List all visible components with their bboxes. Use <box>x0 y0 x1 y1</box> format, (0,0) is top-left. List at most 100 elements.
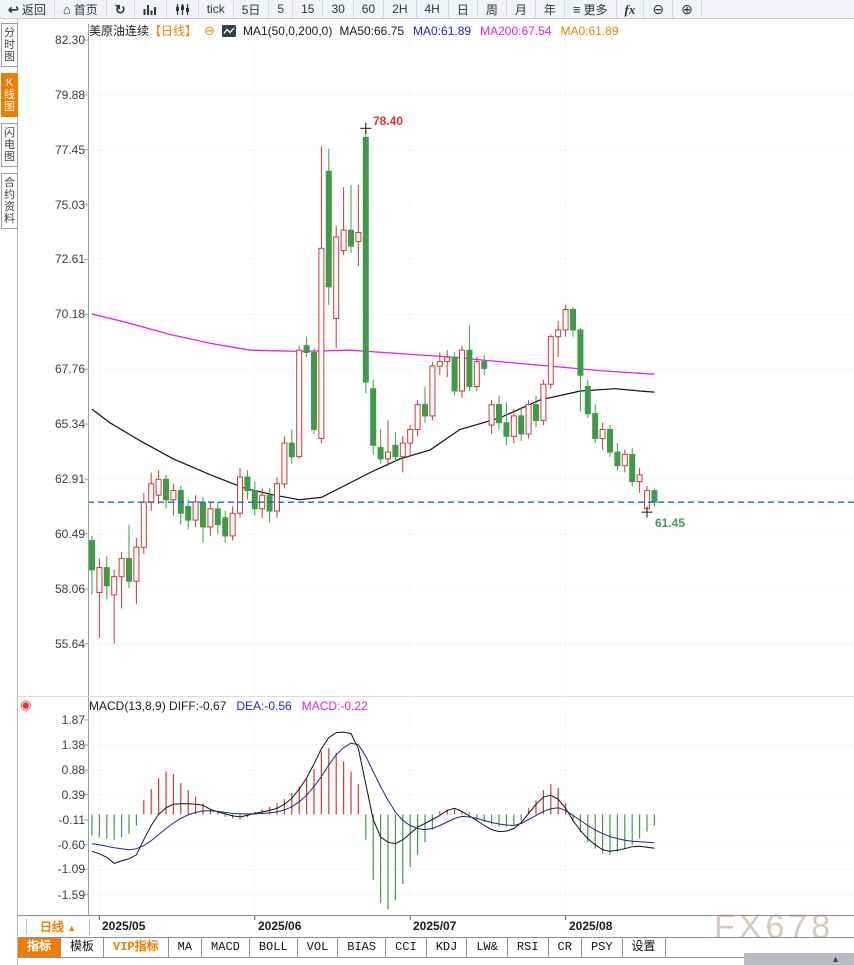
candle-body <box>451 356 458 392</box>
toolbar-interval-15[interactable]: 15 <box>293 0 324 18</box>
toolbar-label: tick <box>206 2 225 16</box>
ma-values: MA50:66.75 MA0:61.89 MA200:67.54 MA0:61.89 <box>339 24 618 38</box>
candle-body <box>148 483 155 503</box>
sidebar-item-0[interactable]: 分时图 <box>1 23 18 67</box>
candle-body <box>200 501 206 528</box>
period-tag: 【日线】 <box>149 24 198 38</box>
toolbar-back[interactable]: ↩ 返回 <box>0 0 55 18</box>
candle-body <box>651 490 658 503</box>
indicator-tab-VOL[interactable]: VOL <box>297 938 339 957</box>
indicator-tab-LW&[interactable]: LW& <box>467 938 508 957</box>
toolbar-label: 5 <box>277 2 285 16</box>
toolbar-interval-week[interactable]: 周 <box>478 0 507 18</box>
collapse-panel-icon[interactable]: ⊖ <box>204 23 215 38</box>
live-indicator-icon[interactable]: ◉ <box>20 697 32 712</box>
sidebar-item-3[interactable]: 合约资料 <box>1 173 18 229</box>
candle-body <box>103 567 110 587</box>
candle-body <box>599 429 606 440</box>
indicator-tab-RSI[interactable]: RSI <box>507 938 549 957</box>
candle-body <box>244 476 251 492</box>
toolbar-label: 更多 <box>583 2 608 17</box>
toolbar-label: 首页 <box>73 2 98 17</box>
toolbar-zoom-in[interactable]: ⊕ <box>673 0 702 18</box>
macd-dea-line <box>91 742 655 851</box>
toolbar-interval-tick[interactable]: tick <box>199 0 234 18</box>
candle-body <box>577 329 584 376</box>
indicator-tab-MA[interactable]: MA <box>168 938 203 957</box>
toolbar-interval-month[interactable]: 月 <box>507 0 536 18</box>
candle-body <box>214 508 221 526</box>
candle-body <box>118 558 125 578</box>
ma-settings-label: MA1(50,0,200,0) <box>242 23 333 38</box>
candle-body <box>429 365 436 417</box>
candle-body <box>288 442 295 458</box>
indicator-tab-模板[interactable]: 模板 <box>61 938 105 957</box>
toolbar-more[interactable]: ≡ 更多 <box>565 0 617 18</box>
candle-body <box>355 232 362 243</box>
macd-header: MACD(13,8,9) DIFF:-0.67 DEA:-0.56 MACD:-0.… <box>89 699 368 713</box>
top-toolbar: ↩ 返回 ⌂ 首页 ↻ tick 5日 5 15 30 60 2H 4H 日周月年 ≡ 更多 fx ⊖ ⊕ <box>0 0 854 19</box>
indicator-tab-CCI[interactable]: CCI <box>386 938 427 957</box>
candle-body <box>555 329 562 338</box>
toolbar-interval-4h[interactable]: 4H <box>417 0 449 18</box>
candle-body <box>296 349 303 458</box>
indicator-tab-指标[interactable]: 指标 <box>18 938 62 957</box>
candle-body <box>281 442 288 485</box>
bottom-scrollbar[interactable]: ▲ <box>744 953 854 965</box>
symbol-and-period: 美原油连续【日线】 <box>89 22 197 39</box>
candle-body <box>377 447 384 460</box>
candle-body <box>607 429 613 453</box>
indicator-tab-VIP指标[interactable]: VIP指标 <box>104 938 169 957</box>
indicator-tab-CR[interactable]: CR <box>548 938 582 957</box>
candle-body <box>340 229 347 252</box>
candle-body <box>510 415 517 437</box>
toolbar-label: 周 <box>485 2 498 17</box>
scroll-up-icon[interactable]: ▲ <box>831 954 840 964</box>
candle-body <box>444 356 451 362</box>
indicator-tab-KDJ[interactable]: KDJ <box>426 938 468 957</box>
toolbar-interval-year[interactable]: 年 <box>536 0 565 18</box>
candle-body <box>614 451 621 467</box>
sidebar-item-2[interactable]: 闪电图 <box>1 123 18 167</box>
indicator-tab-MACD[interactable]: MACD <box>202 938 250 957</box>
toolbar-interval-2h[interactable]: 2H <box>384 0 417 18</box>
toolbar-interval-60[interactable]: 60 <box>354 0 385 18</box>
indicator-tab-BIAS[interactable]: BIAS <box>338 938 387 957</box>
toolbar-interval-30[interactable]: 30 <box>323 0 354 18</box>
toolbar-refresh[interactable]: ↻ <box>107 0 135 18</box>
candle-body <box>533 404 539 422</box>
sidebar-item-1[interactable]: K线图 <box>1 73 18 117</box>
indicator-tab-设置[interactable]: 设置 <box>622 938 666 957</box>
toolbar-interval-day[interactable]: 日 <box>449 0 478 18</box>
toolbar-home[interactable]: ⌂ 首页 <box>55 0 107 18</box>
candle-body <box>133 546 140 582</box>
toolbar-label: 月 <box>514 2 527 17</box>
zoom-in-icon: ⊕ <box>681 1 693 17</box>
candle-body <box>333 236 340 319</box>
candle-body <box>436 361 443 367</box>
toolbar-interval-5d[interactable]: 5日 <box>234 0 270 18</box>
toolbar-interval-5[interactable]: 5 <box>269 0 294 18</box>
candle-body <box>229 512 236 537</box>
fx-icon: fx <box>624 1 636 17</box>
toolbar-chart-type-candles[interactable] <box>167 0 199 18</box>
candle-body <box>547 336 554 385</box>
indicator-tab-BOLL[interactable]: BOLL <box>249 938 298 957</box>
chart-window-icon[interactable] <box>221 24 236 37</box>
candle-body <box>348 229 354 247</box>
bar-chart-icon <box>143 3 158 16</box>
toolbar-zoom-out[interactable]: ⊖ <box>644 0 674 18</box>
toolbar-chart-type-bars[interactable] <box>135 0 167 18</box>
indicator-tab-PSY[interactable]: PSY <box>581 938 623 957</box>
candle-body <box>185 506 192 521</box>
toolbar-label: 30 <box>331 2 345 16</box>
watermark: FX678 <box>714 908 835 946</box>
period-select-button[interactable]: 日线 ▲ <box>26 919 90 935</box>
toolbar-label: 日 <box>456 2 469 17</box>
candle-body <box>422 404 428 417</box>
hamburger-icon: ≡ <box>572 1 581 17</box>
toolbar-fx-indicator[interactable]: fx <box>617 0 645 18</box>
candle-body <box>126 558 132 582</box>
candle-body <box>636 474 643 483</box>
